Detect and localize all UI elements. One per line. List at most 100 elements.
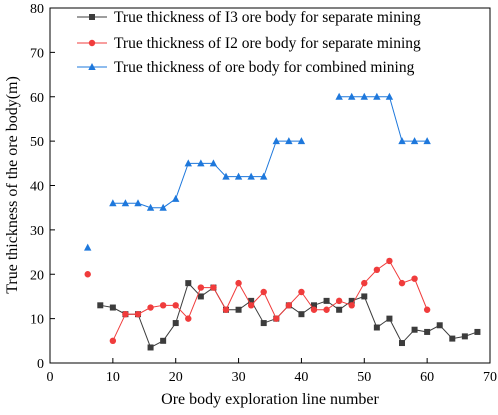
data-point: [411, 275, 418, 282]
data-point: [222, 306, 230, 313]
data-point: [172, 302, 179, 309]
x-tick-label: 70: [483, 370, 497, 385]
data-point: [335, 297, 343, 305]
data-point: [210, 284, 217, 291]
y-tick-label: 50: [30, 135, 44, 150]
x-tick-label: 50: [357, 370, 371, 385]
x-axis: 0 10 20 30 40 50 60 70: [47, 358, 497, 385]
y-tick-label: 40: [30, 180, 44, 195]
plot-area: [49, 7, 491, 364]
y-tick-label: 0: [37, 357, 44, 372]
legend-marker-combined: [88, 63, 96, 70]
data-point: [185, 280, 192, 287]
data-point: [184, 159, 192, 167]
data-point: [373, 266, 381, 274]
x-tick-label: 30: [232, 370, 246, 385]
data-point: [423, 306, 431, 313]
data-point: [146, 203, 155, 211]
data-point: [386, 257, 393, 265]
y-tick-label: 10: [30, 313, 44, 328]
data-point: [172, 320, 179, 327]
y-tick-label: 60: [30, 91, 44, 106]
y-tick-label: 80: [30, 2, 44, 17]
legend-item-i3: True thickness of I3 ore body for separa…: [77, 9, 421, 26]
legend-item-combined: True thickness of ore body for combined …: [77, 59, 415, 76]
data-point: [348, 297, 355, 304]
data-point: [398, 137, 406, 145]
data-point: [134, 310, 142, 318]
data-point: [109, 304, 116, 311]
data-point: [84, 243, 92, 251]
data-point: [222, 172, 230, 180]
data-point: [147, 344, 154, 351]
data-point: [310, 306, 318, 313]
data-point: [273, 315, 280, 322]
data-point: [185, 315, 192, 322]
data-point: [147, 304, 154, 311]
series-layer: [84, 92, 481, 351]
data-point: [323, 306, 330, 313]
x-tick-label: 10: [106, 370, 120, 385]
x-tick-label: 60: [420, 370, 434, 385]
data-point: [159, 203, 167, 211]
plot-frame: [49, 7, 491, 364]
data-point: [109, 337, 117, 345]
legend-label-i3: True thickness of I3 ore body for separa…: [114, 9, 421, 26]
data-point: [285, 302, 293, 309]
data-point: [348, 92, 356, 100]
data-point: [247, 302, 255, 309]
data-point: [461, 333, 468, 340]
data-point: [121, 199, 130, 207]
data-point: [172, 194, 180, 202]
data-point: [385, 92, 394, 100]
data-point: [348, 302, 355, 309]
data-point: [84, 271, 91, 278]
data-point: [410, 137, 419, 145]
x-axis-title: Ore body exploration line number: [161, 391, 379, 408]
data-point: [297, 137, 306, 145]
data-point: [134, 199, 142, 207]
data-point: [411, 326, 418, 333]
data-point: [97, 302, 104, 309]
data-point: [248, 297, 255, 304]
data-point: [311, 302, 317, 309]
data-point: [449, 335, 456, 342]
data-point: [109, 199, 117, 207]
data-point: [235, 279, 242, 287]
x-tick-label: 20: [169, 370, 183, 385]
data-point: [336, 306, 343, 313]
y-axis-title: True thickness of the ore body(m): [4, 76, 21, 294]
legend-item-i2: True thickness of I2 ore body for separa…: [77, 35, 421, 52]
data-point: [209, 159, 218, 167]
data-point: [298, 311, 305, 318]
data-point: [399, 340, 405, 347]
data-point: [285, 137, 293, 145]
data-point: [373, 92, 381, 100]
data-point: [247, 172, 255, 180]
series-1: [84, 257, 431, 345]
y-tick-label: 70: [30, 46, 44, 61]
data-point: [197, 293, 204, 300]
data-point: [197, 159, 205, 167]
y-axis: 0 10 20 30 40 50 60 70 80: [30, 2, 55, 372]
data-point: [260, 172, 268, 180]
data-point: [423, 137, 431, 145]
series-2: [84, 92, 431, 251]
legend-label-i2: True thickness of I2 ore body for separa…: [114, 35, 421, 52]
data-point: [436, 322, 443, 329]
data-point: [272, 137, 280, 145]
data-point: [234, 172, 243, 180]
data-point: [197, 284, 205, 291]
data-point: [474, 328, 481, 335]
data-point: [360, 92, 368, 100]
data-point: [361, 279, 368, 287]
data-point: [260, 320, 267, 327]
data-point: [335, 92, 343, 100]
y-tick-label: 30: [30, 224, 44, 239]
data-point: [298, 288, 305, 296]
legend: True thickness of I3 ore body for separa…: [77, 9, 421, 76]
legend-marker-i3: [89, 14, 95, 20]
y-tick-label: 20: [30, 268, 44, 283]
data-point: [386, 315, 393, 322]
